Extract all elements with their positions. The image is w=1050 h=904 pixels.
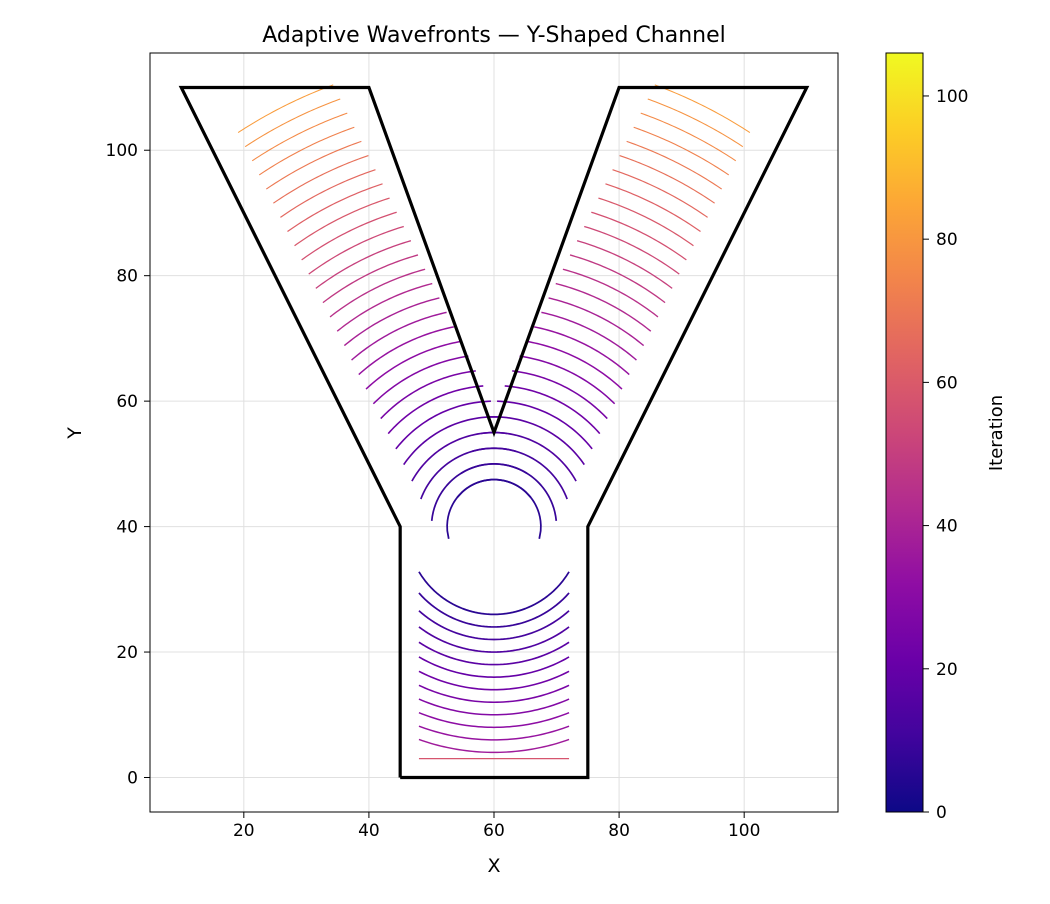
y-tick-label: 100 xyxy=(106,141,138,161)
colorbar-tick-label: 80 xyxy=(936,230,958,250)
left-branch-wavefront xyxy=(430,463,528,521)
right-branch-wavefront xyxy=(569,254,666,304)
left-branch-wavefront xyxy=(329,268,426,318)
right-branch-wavefront xyxy=(591,211,687,261)
left-branch-wavefront xyxy=(315,240,412,289)
left-branch-wavefront xyxy=(251,112,348,162)
colorbar-gradient xyxy=(885,52,924,813)
colorbar-tick-label: 40 xyxy=(936,517,958,537)
left-branch-wavefront xyxy=(244,98,341,148)
left-branch-wavefront xyxy=(308,225,404,275)
x-tick-label: 80 xyxy=(608,821,630,841)
right-branch-wavefront xyxy=(548,297,645,347)
colorbar-tick-label: 0 xyxy=(936,803,947,823)
colorbar: 0 20 40 60 80 100 Iteration xyxy=(885,52,1007,823)
right-branch-wavefront xyxy=(647,98,744,148)
right-branch-wavefront xyxy=(605,183,701,233)
right-branch-wavefront xyxy=(555,282,652,332)
stem-wavefront xyxy=(418,711,570,729)
right-branch-wavefront xyxy=(526,340,623,390)
x-tick-label: 40 xyxy=(358,821,380,841)
left-branch-wavefront xyxy=(336,282,433,332)
right-branch-wavefront xyxy=(471,447,568,500)
stem-wavefront xyxy=(418,571,570,616)
stem-wavefront xyxy=(418,698,570,716)
right-branch-wavefront xyxy=(584,225,680,275)
right-branch-wavefront xyxy=(633,126,730,176)
right-branch-wavefront xyxy=(612,169,708,218)
right-branch-wavefront xyxy=(519,355,616,405)
right-branch-wavefront xyxy=(562,268,659,318)
channel-boundary xyxy=(178,85,810,780)
right-branch-wavefront xyxy=(504,385,601,435)
left-branch-wavefront xyxy=(420,447,517,500)
stem-wavefront xyxy=(418,610,570,641)
right-branch-wavefront xyxy=(541,311,637,361)
y-axis-label: Y xyxy=(64,427,86,440)
left-branch-wavefront xyxy=(258,126,355,176)
stem-wavefront xyxy=(418,641,570,666)
stem-wavefront xyxy=(418,738,570,754)
x-tick-label: 20 xyxy=(233,821,255,841)
stem-wavefront xyxy=(418,626,570,653)
left-branch-wavefront xyxy=(387,385,484,435)
y-tick-label: 80 xyxy=(116,267,138,287)
left-branch-wavefront xyxy=(265,140,362,190)
stem-wavefront xyxy=(418,656,570,678)
right-branch-wavefront xyxy=(654,84,751,133)
right-branch-wavefront xyxy=(460,463,558,521)
left-branch-wavefront xyxy=(372,355,469,405)
right-branch-wavefront xyxy=(576,240,673,289)
stem-wavefront xyxy=(418,592,570,628)
right-branch-wavefront xyxy=(626,140,723,190)
right-branch-wavefront xyxy=(512,370,608,420)
y-tick-label: 20 xyxy=(116,643,138,663)
stem-wavefront xyxy=(418,684,570,704)
x-tick-label: 60 xyxy=(483,821,505,841)
stem-wavefront xyxy=(418,670,570,691)
right-branch-wavefront xyxy=(640,112,737,162)
wavefront-curves xyxy=(237,84,751,760)
left-branch-wavefront xyxy=(322,254,419,304)
left-branch-wavefront xyxy=(343,297,440,347)
x-tick-label: 100 xyxy=(728,821,760,841)
boundary-outline xyxy=(178,85,810,780)
x-axis-label: X xyxy=(487,855,500,877)
right-branch-wavefront xyxy=(534,326,630,376)
left-branch-wavefront xyxy=(403,416,499,466)
stem-wavefront xyxy=(418,725,570,741)
y-tick-label: 0 xyxy=(127,769,138,789)
colorbar-tick-label: 60 xyxy=(936,373,958,393)
left-branch-wavefront xyxy=(294,197,390,247)
left-branch-wavefront xyxy=(301,211,397,261)
left-branch-wavefront xyxy=(358,326,454,376)
left-branch-wavefront xyxy=(280,169,376,218)
colorbar-label: Iteration xyxy=(986,395,1007,471)
left-branch-wavefront xyxy=(351,311,447,361)
colorbar-tick-label: 20 xyxy=(936,660,958,680)
y-tick-label: 60 xyxy=(116,392,138,412)
y-tick-label: 40 xyxy=(116,518,138,538)
right-branch-wavefront xyxy=(480,431,577,482)
left-branch-wavefront xyxy=(446,478,532,539)
left-branch-wavefront xyxy=(395,400,491,450)
left-branch-wavefront xyxy=(237,84,334,133)
right-branch-wavefront xyxy=(456,478,542,539)
left-branch-wavefront xyxy=(380,370,476,420)
colorbar-tick-label: 100 xyxy=(936,87,968,107)
right-branch-wavefront xyxy=(598,197,694,247)
right-branch-wavefront xyxy=(497,400,593,450)
left-branch-wavefront xyxy=(273,154,369,204)
axes: 20 40 60 80 100 0 20 40 60 80 100 xyxy=(106,141,761,841)
chart-title: Adaptive Wavefronts — Y-Shaped Channel xyxy=(262,23,725,48)
left-branch-wavefront xyxy=(365,340,462,390)
right-branch-wavefront xyxy=(619,154,715,204)
right-branch-wavefront xyxy=(489,416,585,466)
left-branch-wavefront xyxy=(287,183,383,233)
